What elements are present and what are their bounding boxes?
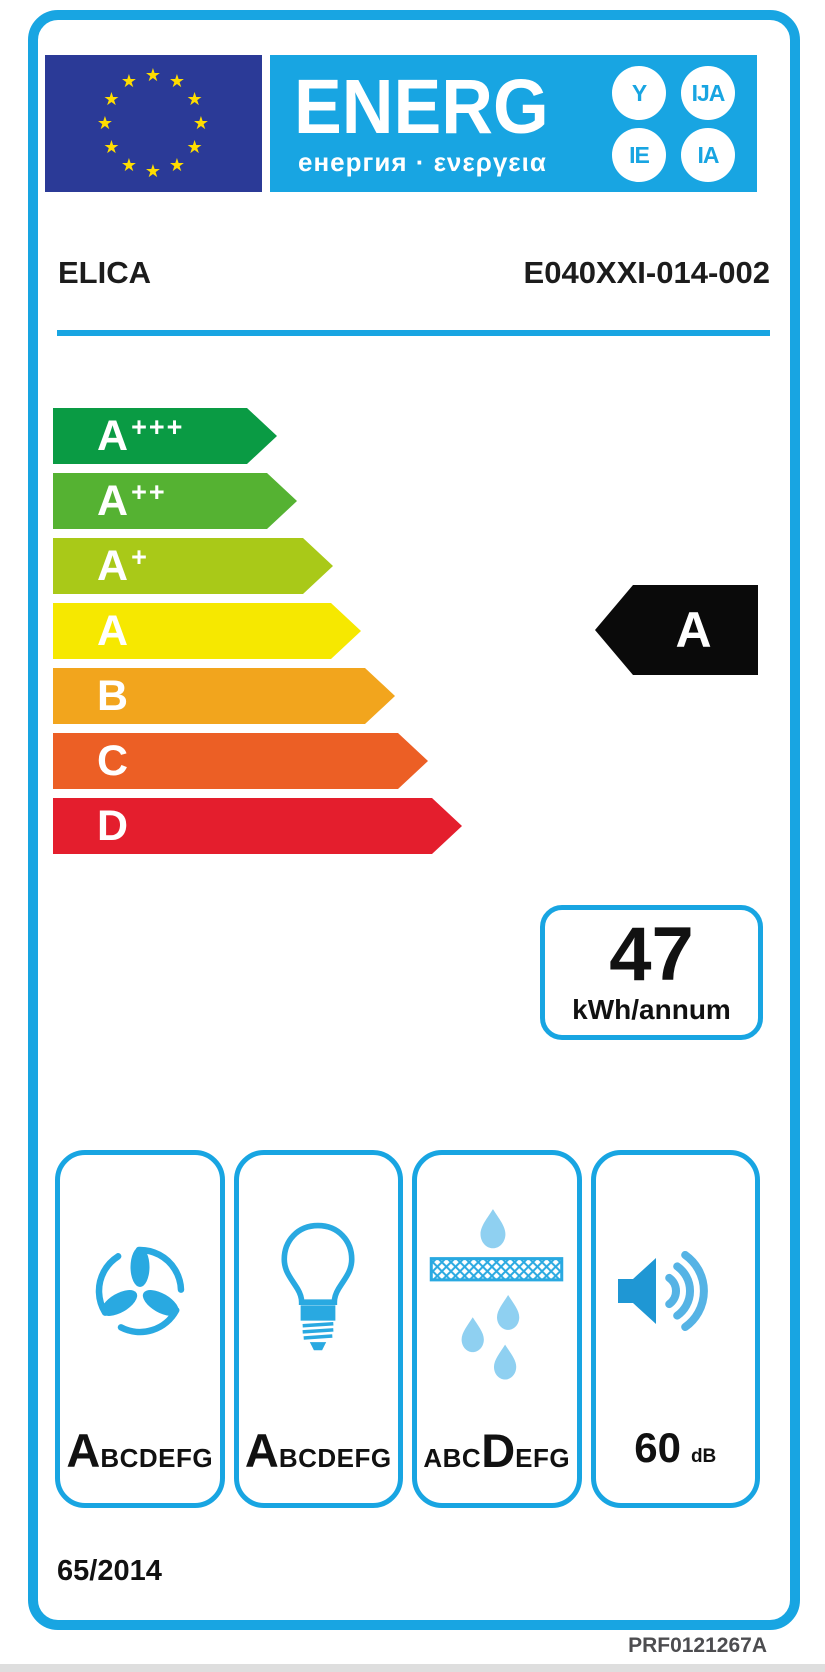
document-code: PRF0121267A — [628, 1634, 767, 1657]
rating-label: A — [97, 606, 129, 655]
model-number: E040XXI-014-002 — [523, 255, 770, 290]
grease-class-letter: D — [481, 1424, 516, 1477]
rating-label: A — [97, 476, 129, 525]
eu-star: ★ — [96, 113, 114, 133]
noise-box: 60 dB — [590, 1150, 760, 1508]
noise-unit: dB — [690, 1446, 717, 1467]
grease-class-line: ABC D EFG — [423, 1427, 570, 1479]
lighting-class-letter: A — [244, 1424, 279, 1477]
bulb-icon — [239, 1155, 399, 1427]
rating-label: C — [97, 736, 129, 785]
lighting-efficiency-box: A BCDEFG — [233, 1150, 403, 1508]
rating-label: A — [97, 541, 129, 590]
rating-sup: +++ — [131, 411, 185, 442]
eu-star: ★ — [144, 161, 162, 181]
eu-star: ★ — [120, 71, 138, 92]
grease-filter-icon — [417, 1155, 577, 1427]
rating-arrow-c: C — [53, 733, 428, 789]
noise-value: 60 — [634, 1424, 681, 1471]
rating-label: D — [97, 801, 129, 850]
rating-arrow-a: A — [53, 603, 361, 659]
speaker-icon — [596, 1155, 756, 1427]
suffix-circle-ie: IE — [612, 128, 666, 182]
rating-arrow-a2plus: A ++ — [53, 473, 297, 529]
eu-star: ★ — [192, 113, 210, 133]
fan-icon — [60, 1155, 220, 1427]
lighting-class-suffix: BCDEFG — [278, 1443, 392, 1473]
rating-arrow-d: D — [53, 798, 462, 854]
fan-class-letter: A — [66, 1424, 101, 1477]
annual-energy-box: 47 kWh/annum — [540, 905, 763, 1040]
eu-star: ★ — [186, 89, 203, 109]
fan-class-suffix: BCDEFG — [100, 1443, 214, 1473]
eu-star: ★ — [103, 137, 120, 157]
eu-star: ★ — [168, 154, 186, 175]
rating-label: B — [97, 671, 129, 720]
rating-sup: ++ — [131, 476, 167, 507]
grease-class-prefix: ABC — [423, 1443, 482, 1473]
energ-header: ENERG енергия · ενεργεια Y IJA IE IA — [270, 55, 757, 192]
eu-star: ★ — [120, 154, 138, 175]
noise-line: 60 dB — [634, 1427, 716, 1479]
fan-efficiency-box: A BCDEFG — [55, 1150, 225, 1508]
suffix-circle-ija: IJA — [681, 66, 735, 120]
suffix-circle-ia: IA — [681, 128, 735, 182]
selected-class-arrow: A — [595, 585, 758, 675]
eu-star: ★ — [103, 89, 120, 109]
grease-class-suffix: EFG — [515, 1443, 571, 1473]
rating-sup: + — [131, 541, 149, 572]
divider-line — [57, 330, 770, 336]
selected-class-label: A — [675, 602, 712, 658]
eu-star: ★ — [144, 65, 162, 85]
rating-label: A — [97, 411, 129, 460]
brand-row: ELICA E040XXI-014-002 — [58, 255, 770, 291]
energ-word: ENERG — [294, 64, 549, 150]
energ-subtitle: енергия · ενεργεια — [298, 147, 547, 177]
eu-star: ★ — [186, 137, 203, 157]
rating-arrow-a3plus: A +++ — [53, 408, 277, 464]
brand-name: ELICA — [58, 255, 151, 290]
page-edge — [0, 1664, 825, 1672]
metric-boxes: A BCDEFG A BCDEFG — [55, 1150, 760, 1508]
grease-filter-box: ABC D EFG — [412, 1150, 582, 1508]
annual-energy-unit: kWh/annum — [572, 993, 731, 1025]
eu-flag: ★ ★ ★ ★ ★ ★ ★ ★ ★ ★ ★ ★ — [45, 55, 262, 192]
rating-arrow-b: B — [53, 668, 395, 724]
regulation-number: 65/2014 — [57, 1555, 162, 1587]
annual-energy-value: 47 — [609, 912, 694, 998]
fan-class-line: A BCDEFG — [66, 1427, 213, 1479]
lighting-class-line: A BCDEFG — [245, 1427, 392, 1479]
suffix-circle-y: Y — [612, 66, 666, 120]
energy-label: ★ ★ ★ ★ ★ ★ ★ ★ ★ ★ ★ ★ ENERG енергия · ενεργεια Y … — [28, 10, 800, 1630]
eu-star: ★ — [168, 71, 186, 92]
rating-arrow-aplus: A + — [53, 538, 333, 594]
language-suffix-circles: Y IJA IE IA — [612, 66, 735, 182]
